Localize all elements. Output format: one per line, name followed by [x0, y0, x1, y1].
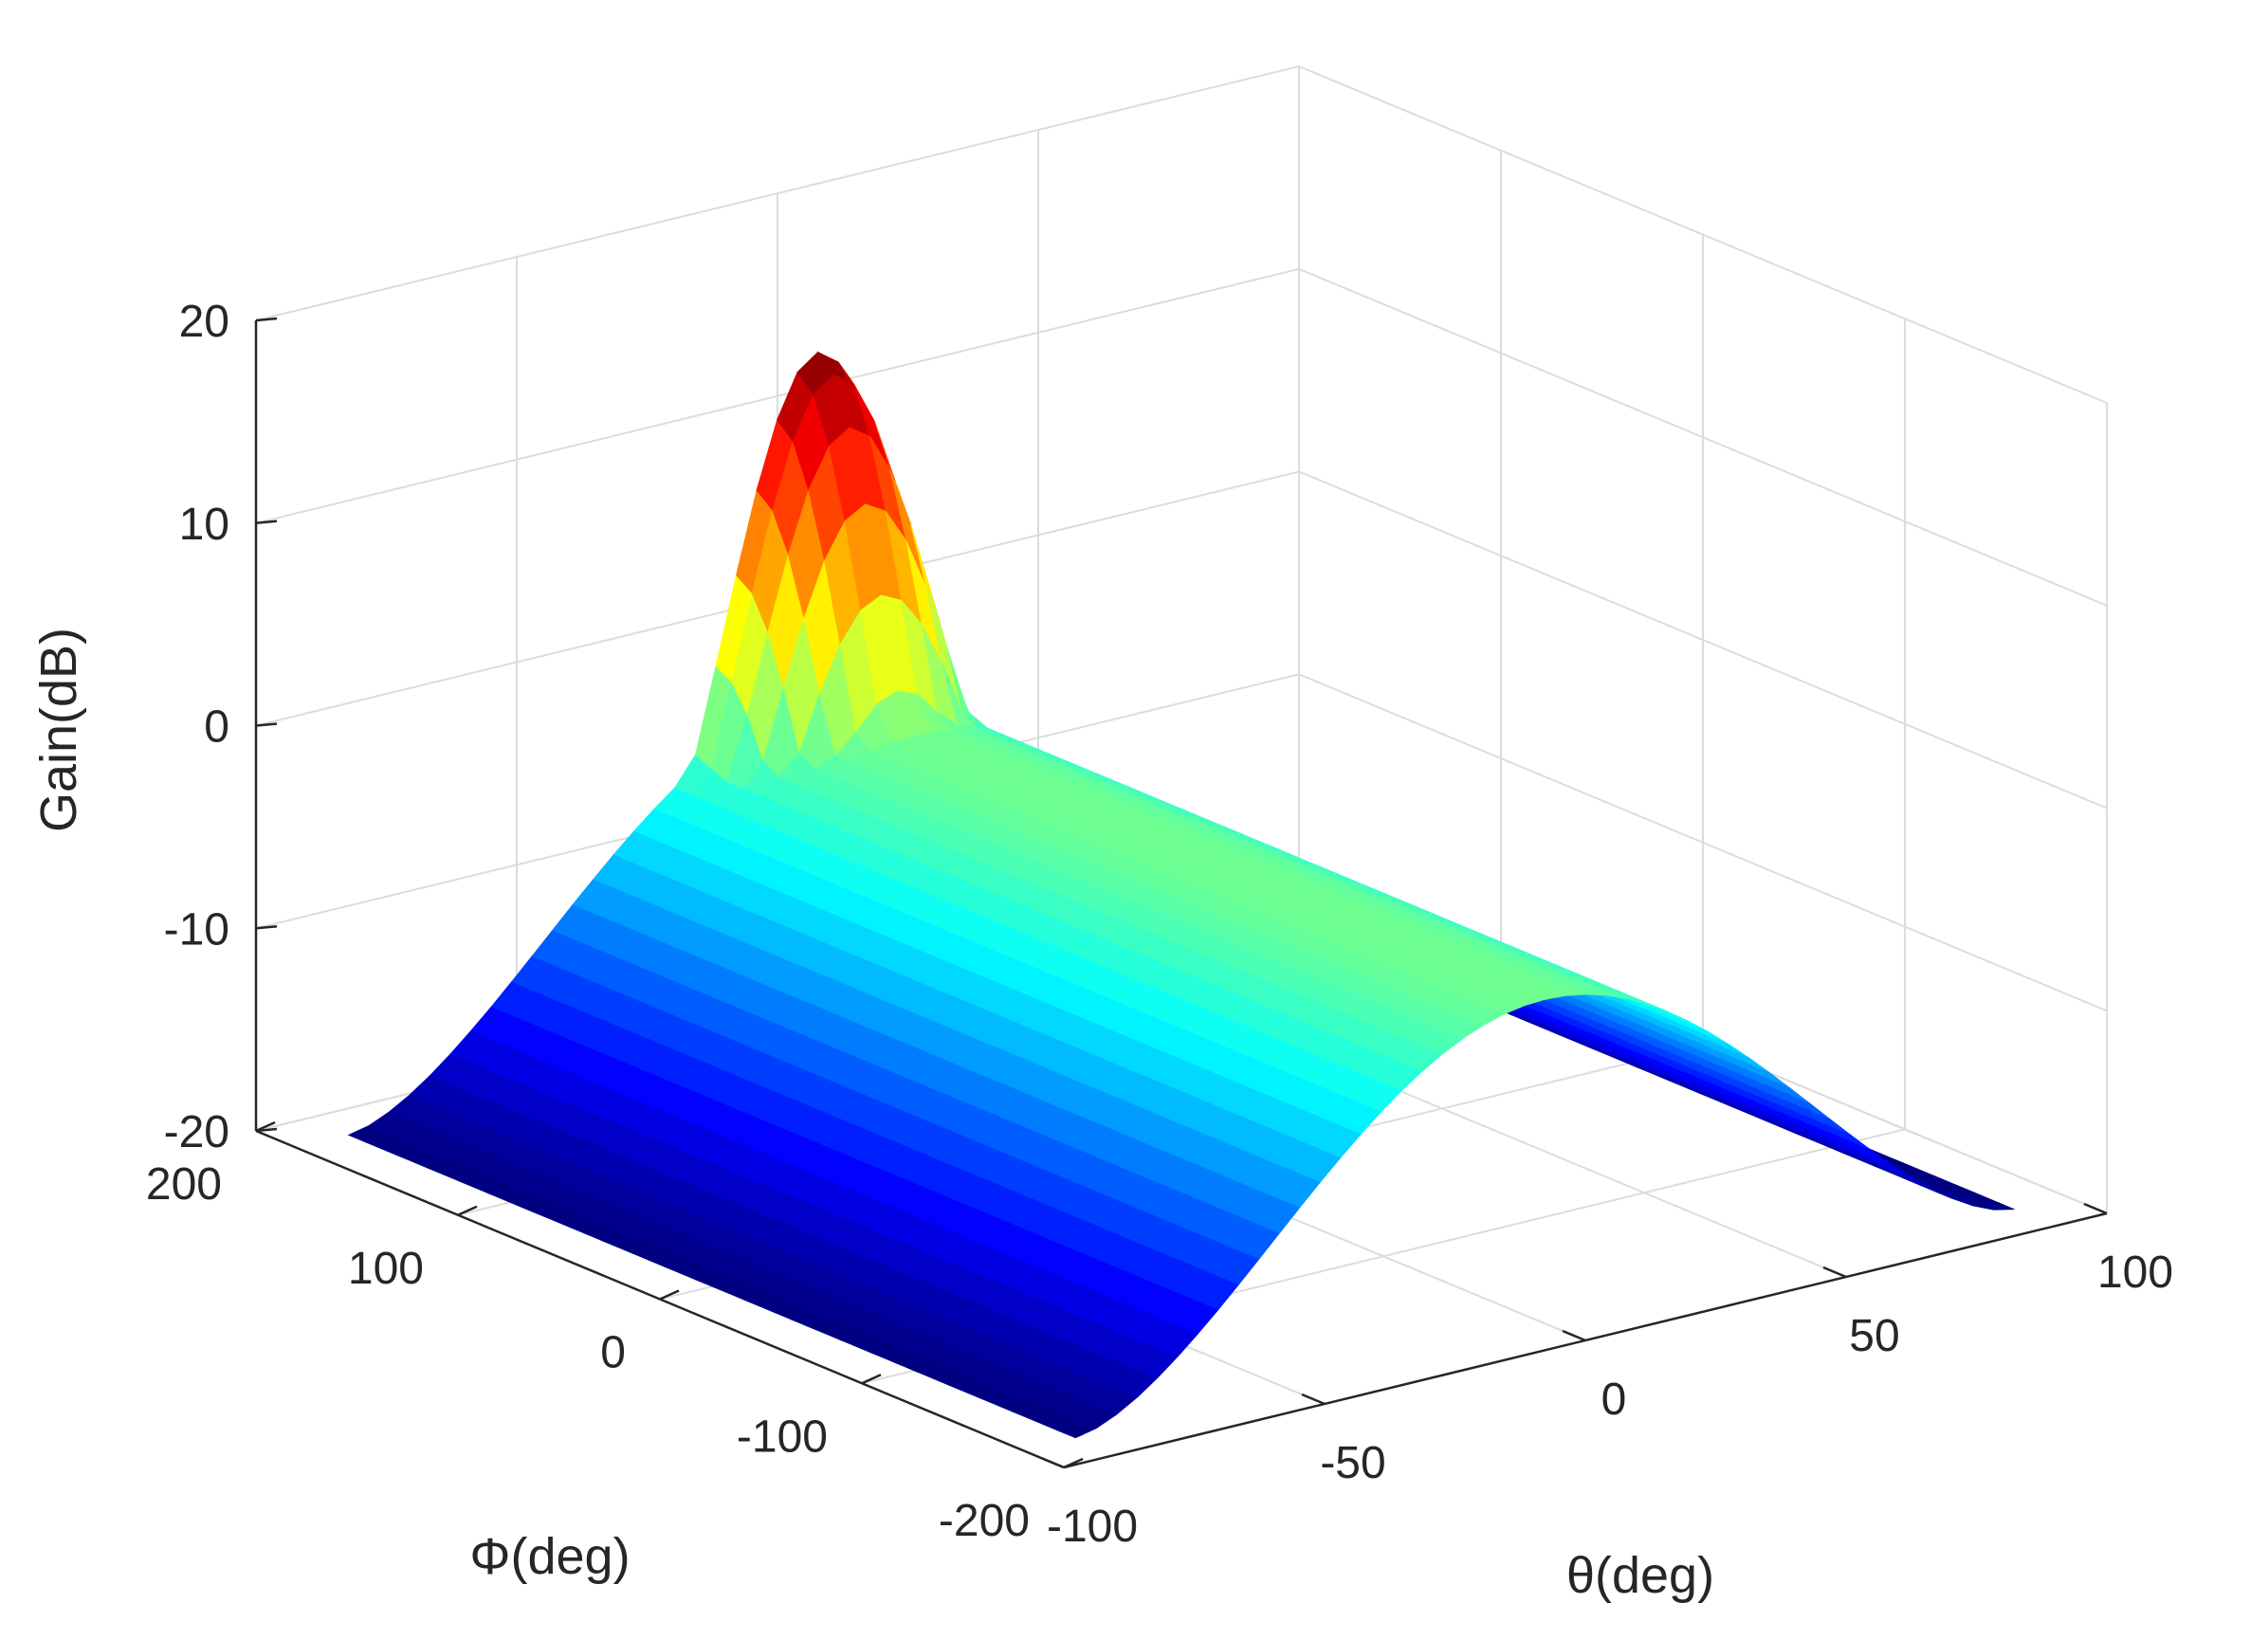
z-tick-mark	[255, 925, 278, 930]
z-tick-label: 0	[204, 702, 229, 753]
x-tick-mark	[1040, 1456, 1065, 1469]
y-tick-mark	[861, 1374, 882, 1385]
z-axis-label: Gain(dB)	[30, 628, 87, 832]
axes	[254, 317, 2108, 1469]
z-tick-mark	[255, 722, 278, 727]
x-tick-mark	[1562, 1329, 1586, 1342]
y-axis-label: Φ(deg)	[469, 1528, 630, 1585]
y-tick-label: 200	[146, 1159, 222, 1210]
z-tick-label: 20	[179, 297, 229, 347]
z-tick-label: -20	[164, 1107, 229, 1157]
z-tick-mark	[255, 519, 278, 524]
z-tick-label: -10	[164, 904, 229, 955]
y-tick-label: 100	[348, 1244, 424, 1294]
z-grid-line	[255, 470, 2108, 810]
x-tick-label: 0	[1601, 1375, 1627, 1425]
x-tick-label: -50	[1320, 1438, 1385, 1488]
z-grid-line	[255, 64, 2108, 404]
y-tick-mark	[457, 1205, 478, 1216]
y-tick-mark	[659, 1289, 680, 1301]
x-axis-label: θ(deg)	[1566, 1547, 1714, 1604]
x-tick-label: 50	[1849, 1311, 1899, 1361]
y-tick-label: -200	[939, 1496, 1030, 1546]
y-tick-mark	[255, 1120, 276, 1133]
x-tick-label: -100	[1047, 1502, 1138, 1552]
surface-plot	[347, 351, 2015, 1439]
surface-patch	[1978, 1202, 2015, 1211]
x-tick-label: 100	[2097, 1247, 2173, 1298]
x-tick-mark	[1301, 1393, 1326, 1406]
z-tick-mark	[255, 317, 278, 322]
x-tick-mark	[1822, 1266, 1847, 1279]
y-tick-mark	[1063, 1457, 1084, 1469]
y-tick-label: 0	[600, 1328, 626, 1378]
z-grid-line	[255, 267, 2108, 607]
x-tick-mark	[2083, 1202, 2108, 1215]
z-tick-label: 10	[179, 500, 229, 550]
y-tick-label: -100	[737, 1411, 828, 1462]
